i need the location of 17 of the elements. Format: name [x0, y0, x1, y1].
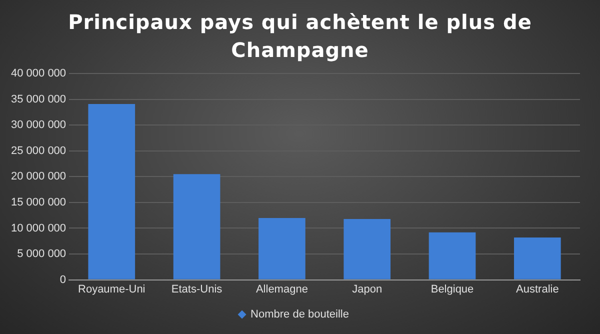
y-tick-label: 30 000 000: [10, 119, 66, 132]
y-tick-label: 35 000 000: [10, 93, 66, 106]
x-tick-label: Etats-Unis: [171, 283, 223, 296]
x-tick-label: Australie: [516, 283, 559, 296]
x-tick-label: Royaume-Uni: [78, 283, 146, 296]
chart-title: Principaux pays qui achètent le plus de Champagne: [67, 9, 533, 64]
y-tick-label: 15 000 000: [10, 196, 66, 209]
legend-label: Nombre de bouteille: [250, 308, 349, 321]
y-tick-label: 40 000 000: [10, 68, 66, 80]
y-tick-label: 5 000 000: [17, 248, 66, 260]
x-tick-label: Allemagne: [256, 283, 308, 296]
y-tick-label: 20 000 000: [10, 170, 66, 183]
x-tick-label: Japon: [352, 283, 382, 296]
y-tick-label: 0: [60, 274, 66, 286]
y-tick-label: 25 000 000: [10, 144, 66, 157]
x-tick-label: Belgique: [430, 283, 474, 296]
y-tick-label: 10 000 000: [10, 222, 66, 234]
